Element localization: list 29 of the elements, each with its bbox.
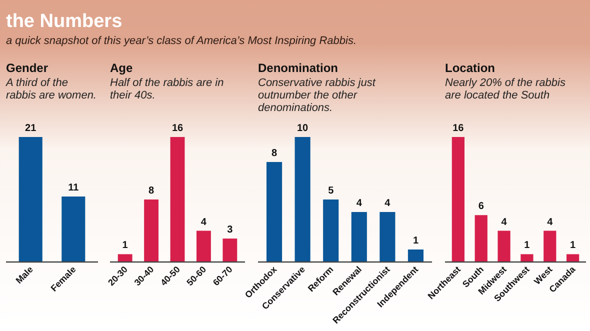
chart-subtitle: A third of the rabbis are women.: [5, 77, 96, 102]
data-label: 1: [524, 240, 530, 252]
text: a quick snapshot of this year’s class of America’s Most Inspiring Rabbis.: [6, 35, 357, 47]
data-label: 4: [547, 216, 554, 228]
data-label: 16: [172, 123, 184, 134]
data-label: 1: [122, 240, 128, 252]
data-label: 4: [384, 198, 391, 209]
data-label: 16: [452, 123, 464, 134]
data-label: 6: [478, 201, 484, 212]
chart-title: Gender: [6, 61, 48, 75]
data-label: 4: [501, 216, 508, 228]
data-label: 4: [356, 198, 362, 209]
data-label: 4: [200, 216, 207, 228]
chart-subtitle: Half of the rabbis are in their 40s.: [110, 77, 224, 102]
data-label: 1: [570, 240, 576, 252]
data-label: 21: [25, 123, 37, 134]
data-label: 1: [412, 236, 419, 246]
data-label: 11: [68, 182, 80, 194]
chart-subtitle: Conservative rabbis just outnumber the other denominations.: [258, 77, 376, 114]
data-label: 5: [328, 186, 334, 196]
chart-title: Denomination: [258, 61, 338, 75]
text: the Numbers: [6, 11, 122, 32]
data-label: 3: [227, 224, 234, 236]
chart-title: Age: [110, 61, 133, 75]
data-label: 8: [271, 148, 278, 159]
data-label: 8: [148, 186, 155, 196]
data-label: 10: [297, 123, 309, 134]
chart-title: Location: [445, 61, 495, 75]
chart-subtitle: Nearly 20% of the rabbis are located the South: [445, 77, 566, 102]
